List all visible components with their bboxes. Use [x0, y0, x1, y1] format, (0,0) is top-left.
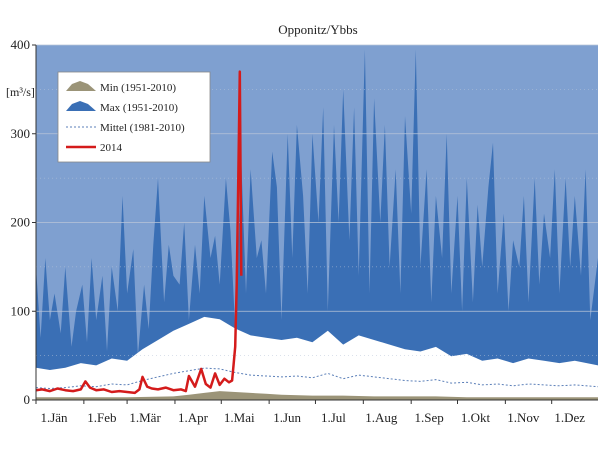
series-2014-line — [35, 70, 243, 395]
x-tick-label: 1.Dez — [554, 410, 585, 425]
chart-title: Opponitz/Ybbs — [278, 22, 357, 37]
series-max-lower-band — [36, 316, 598, 400]
x-tick-label: 1.Mär — [129, 410, 161, 425]
legend-swatch — [66, 81, 96, 91]
x-tick-label: 1.Jän — [40, 410, 68, 425]
x-tick-label: 1.Mai — [224, 410, 255, 425]
x-tick-label: 1.Jun — [273, 410, 301, 425]
x-tick-label: 1.Aug — [365, 410, 398, 425]
legend-label: 2014 — [100, 142, 123, 154]
y-tick-label: 0 — [24, 392, 31, 407]
legend-label: Max (1951-2010) — [100, 102, 178, 114]
legend-label: Min (1951-2010) — [100, 82, 176, 94]
x-tick-label: 1.Nov — [507, 410, 540, 425]
series-min-area — [36, 391, 598, 400]
y-tick-label: 400 — [11, 37, 31, 52]
y-axis-label: [m³/s] — [6, 85, 35, 99]
x-tick-label: 1.Jul — [321, 410, 346, 425]
y-tick-label: 300 — [11, 126, 31, 141]
series-max-area — [36, 49, 598, 401]
x-tick-label: 1.Apr — [178, 410, 209, 425]
legend-label: Mittel (1981-2010) — [100, 122, 185, 134]
legend-swatch — [66, 101, 96, 111]
y-tick-label: 100 — [11, 303, 31, 318]
x-tick-label: 1.Sep — [415, 410, 444, 425]
y-tick-label: 200 — [11, 215, 31, 230]
x-tick-label: 1.Feb — [87, 410, 116, 425]
x-tick-label: 1.Okt — [461, 410, 491, 425]
